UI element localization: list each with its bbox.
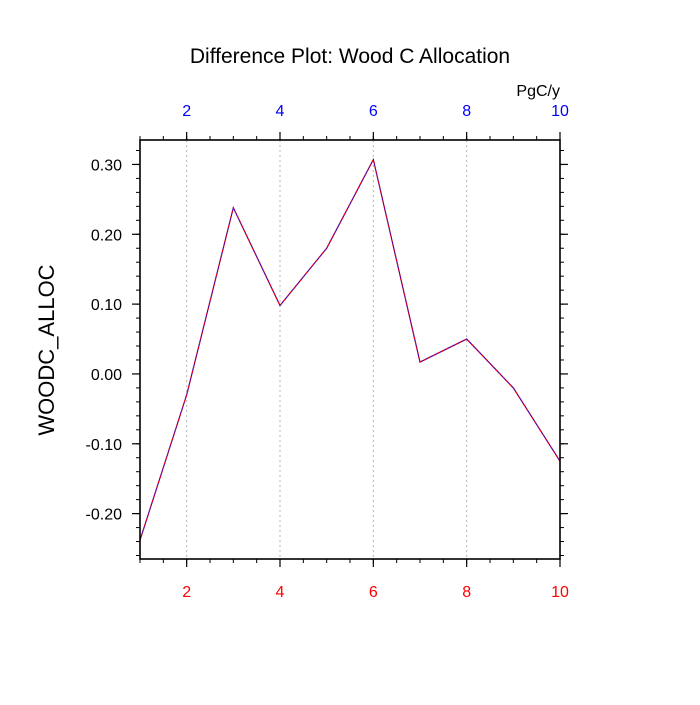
y-tick-label: 0.20 [91, 227, 122, 244]
y-axis-label: WOODC_ALLOC [34, 264, 59, 435]
top-axis-unit-label: PgC/y [516, 83, 560, 100]
x-tick-label-bottom: 8 [462, 584, 471, 601]
x-tick-label-bottom: 10 [551, 584, 569, 601]
x-tick-label-top: 2 [182, 103, 191, 120]
y-tick-label: -0.10 [86, 437, 123, 454]
series-line-dashes [139, 157, 561, 541]
series-lines [139, 157, 561, 541]
y-tick-label: 0.10 [91, 297, 122, 314]
chart-title: Difference Plot: Wood C Allocation [190, 45, 510, 68]
x-tick-label-top: 10 [551, 103, 569, 120]
x-tick-label-bottom: 2 [182, 584, 191, 601]
y-tick-label: 0.30 [91, 157, 122, 174]
x-tick-label-bottom: 4 [276, 584, 285, 601]
y-tick-label: -0.20 [86, 507, 123, 524]
x-tick-label-top: 8 [462, 103, 471, 120]
axes [132, 132, 568, 567]
y-tick-label: 0.00 [91, 367, 122, 384]
tick-labels: 2 2 4 4 6 6 8 8 10 10 -0.20 -0.10 0.00 0.10 0.20 0.30 [86, 103, 569, 601]
x-tick-label-top: 4 [276, 103, 285, 120]
x-tick-label-bottom: 6 [369, 584, 378, 601]
x-tick-label-top: 6 [369, 103, 378, 120]
